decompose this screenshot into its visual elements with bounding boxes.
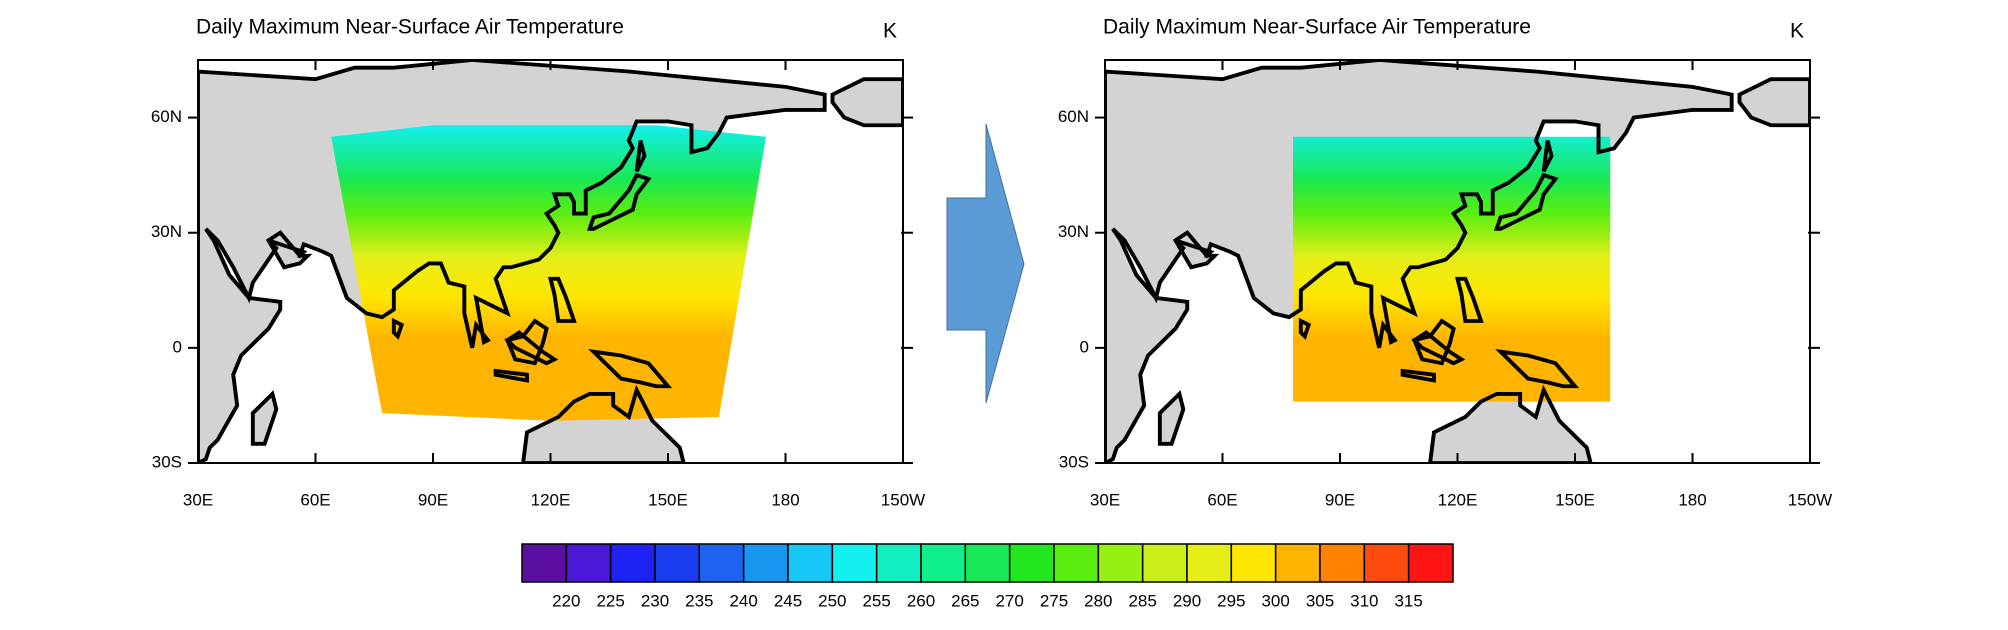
colorbar-box: [1230, 543, 1277, 583]
colorbar-box: [1319, 543, 1366, 583]
colorbar-label: 310: [1350, 591, 1378, 610]
map-panel: Daily Maximum Near-Surface Air Temperatu…: [1058, 16, 1832, 510]
colorbar-box: [521, 543, 568, 583]
colorbar-box: [1141, 543, 1188, 583]
colorbar-box: [1008, 543, 1055, 583]
colorbar-label: 250: [818, 591, 846, 610]
colorbar-box: [565, 543, 612, 583]
x-tick-label: 60E: [1207, 490, 1237, 509]
colorbar-label: 270: [995, 591, 1023, 610]
x-tick-label: 30E: [1090, 490, 1120, 509]
x-tick-label: 180: [771, 490, 799, 509]
y-tick-label: 60N: [1058, 107, 1089, 126]
arrow: [946, 123, 1025, 404]
colorbar-box: [875, 543, 922, 583]
colorbar-box: [742, 543, 789, 583]
y-tick-label: 60N: [151, 107, 182, 126]
colorbar-label: 275: [1040, 591, 1068, 610]
x-tick-label: 60E: [300, 490, 330, 509]
colorbar-label: 305: [1306, 591, 1334, 610]
colorbar-label: 295: [1217, 591, 1245, 610]
y-tick-label: 30N: [1058, 222, 1089, 241]
colorbar-label: 220: [552, 591, 580, 610]
colorbar-label: 315: [1394, 591, 1422, 610]
x-tick-label: 150W: [1788, 490, 1832, 509]
y-tick-label: 30S: [152, 452, 182, 471]
colorbar-box: [1186, 543, 1233, 583]
x-tick-label: 120E: [1438, 490, 1478, 509]
colorbar-label: 225: [596, 591, 624, 610]
colorbar-label: 230: [641, 591, 669, 610]
colorbar-box: [609, 543, 656, 583]
x-tick-label: 150E: [1555, 490, 1595, 509]
colorbar-box: [831, 543, 878, 583]
x-tick-label: 150W: [881, 490, 925, 509]
colorbar-box: [787, 543, 834, 583]
panel-title: Daily Maximum Near-Surface Air Temperatu…: [1103, 16, 1531, 39]
map-content: [1105, 60, 1810, 463]
colorbar-box: [1363, 543, 1410, 583]
colorbar-box: [920, 543, 967, 583]
colorbar-label: 285: [1128, 591, 1156, 610]
colorbar-label: 300: [1261, 591, 1289, 610]
colorbar-label: 290: [1173, 591, 1201, 610]
map-content: [198, 60, 903, 463]
colorbar-label: 240: [729, 591, 757, 610]
x-tick-label: 90E: [1325, 490, 1355, 509]
colorbar-label: 280: [1084, 591, 1112, 610]
arrow-shape: [946, 123, 1025, 404]
colorbar-box: [1407, 543, 1454, 583]
y-tick-label: 30S: [1059, 452, 1089, 471]
map-projection: [198, 60, 903, 463]
temperature-field: [331, 125, 766, 421]
colorbar-label: 245: [774, 591, 802, 610]
colorbar-box: [1097, 543, 1144, 583]
x-tick-label: 180: [1678, 490, 1706, 509]
colorbar-box: [654, 543, 701, 583]
colorbar-box: [1274, 543, 1321, 583]
x-tick-label: 90E: [418, 490, 448, 509]
x-tick-label: 30E: [183, 490, 213, 509]
units-label: K: [883, 20, 897, 43]
colorbar: 220 225 230 235 240 245 250 255 260 265 270 275 280 2…: [521, 543, 1454, 610]
colorbar-label: 260: [907, 591, 935, 610]
temperature-field: [1293, 136, 1611, 402]
y-tick-label: 30N: [151, 222, 182, 241]
map-projection: [1105, 60, 1810, 463]
colorbar-box: [1053, 543, 1100, 583]
y-tick-label: 0: [173, 337, 182, 356]
y-tick-label: 0: [1080, 337, 1089, 356]
panel-title: Daily Maximum Near-Surface Air Temperatu…: [196, 16, 624, 39]
x-tick-label: 120E: [531, 490, 571, 509]
colorbar-box: [964, 543, 1011, 583]
colorbar-label: 265: [951, 591, 979, 610]
colorbar-label: 255: [862, 591, 890, 610]
map-panel: Daily Maximum Near-Surface Air Temperatu…: [151, 16, 925, 510]
x-tick-label: 150E: [648, 490, 688, 509]
colorbar-box: [698, 543, 745, 583]
units-label: K: [1790, 20, 1804, 43]
colorbar-label: 235: [685, 591, 713, 610]
